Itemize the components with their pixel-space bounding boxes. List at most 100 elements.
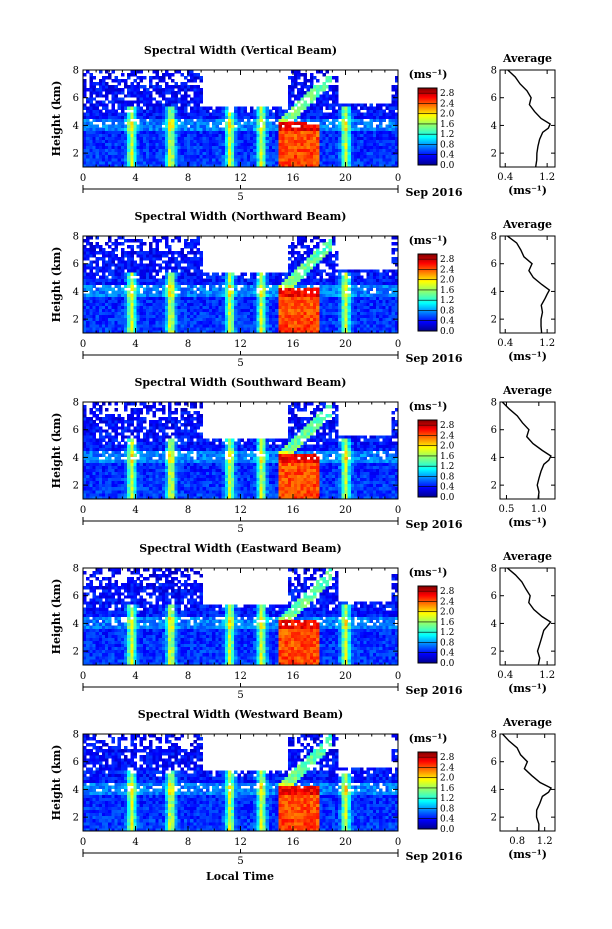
heatmap-cell (237, 320, 241, 325)
heatmap-cell (287, 263, 292, 267)
heatmap-cell (268, 302, 273, 307)
average-profile-line (507, 69, 552, 168)
heatmap-cell (196, 266, 200, 270)
heatmap-cell (196, 151, 200, 156)
heatmap-cell (152, 148, 156, 153)
heatmap-cell (101, 85, 106, 89)
heatmap-cell (193, 284, 197, 288)
heatmap-cell (265, 329, 270, 334)
heatmap-cell (319, 275, 323, 279)
heatmap-cell (335, 296, 339, 301)
heatmap-cell (256, 151, 260, 156)
heatmap-cell (136, 311, 141, 316)
heatmap-cell (281, 296, 285, 301)
heatmap-cell (117, 320, 122, 325)
heatmap-cell (303, 314, 307, 319)
heatmap-cell (180, 260, 185, 264)
heatmap-cell (353, 151, 358, 156)
heatmap-cell (171, 148, 175, 153)
heatmap-cell (105, 124, 109, 128)
heatmap-cell (164, 302, 169, 307)
heatmap-cell (331, 326, 336, 331)
heatmap-cell (89, 157, 93, 162)
heatmap-cell (108, 293, 112, 297)
heatmap-cell (379, 151, 383, 156)
heatmap-cell (158, 112, 163, 116)
heatmap-cell (272, 302, 276, 307)
heatmap-cell (360, 275, 364, 279)
heatmap-cell (294, 326, 298, 331)
heatmap-cell (202, 154, 207, 159)
heatmap-cell (249, 284, 254, 288)
heatmap-cell (149, 245, 153, 249)
heatmap-cell (394, 314, 399, 319)
heatmap-cell (259, 296, 263, 301)
heatmap-cell (309, 94, 314, 98)
heatmap-cell (111, 278, 115, 282)
heatmap-cell (372, 118, 377, 122)
heatmap-cell (322, 320, 326, 325)
heatmap-cell (303, 94, 307, 98)
heatmap-cell (111, 320, 115, 325)
heatmap-cell (190, 127, 194, 131)
heatmap-cell (117, 112, 122, 116)
heatmap-cell (142, 121, 147, 125)
heatmap-cell (328, 242, 333, 246)
heatmap-cell (111, 329, 115, 334)
heatmap-cell (98, 136, 103, 141)
heatmap-cell (316, 311, 320, 316)
heatmap-cell (357, 275, 361, 279)
heatmap-cell (382, 323, 386, 328)
heatmap-cell (300, 115, 304, 119)
heatmap-cell (155, 112, 159, 116)
heatmap-cell (278, 106, 282, 110)
heatmap-cell (83, 115, 87, 119)
heatmap-cell (325, 296, 330, 301)
heatmap-cell (278, 326, 282, 331)
heatmap-cell (196, 329, 200, 334)
heatmap-cell (249, 109, 254, 113)
heatmap-cell (369, 269, 374, 273)
heatmap-cell (328, 254, 333, 258)
heatmap-cell (149, 314, 153, 319)
heatmap-cell (89, 100, 93, 104)
heatmap-cell (297, 242, 301, 246)
heatmap-cell (196, 133, 200, 138)
heatmap-cell (249, 305, 254, 310)
heatmap-cell (388, 287, 393, 291)
heatmap-cell (249, 112, 254, 116)
heatmap-cell (86, 112, 90, 116)
heatmap-cell (391, 305, 396, 310)
heatmap-cell (83, 124, 87, 128)
heatmap-cell (300, 127, 304, 131)
heatmap-cell (319, 94, 323, 98)
heatmap-cell (256, 281, 260, 285)
heatmap-cell (341, 136, 345, 141)
heatmap-cell (224, 296, 229, 301)
heatmap-cell (83, 136, 87, 141)
heatmap-cell (341, 293, 345, 297)
heatmap-cell (394, 326, 399, 331)
heatmap-cell (372, 115, 377, 119)
heatmap-cell (89, 284, 93, 288)
heatmap-cell (158, 157, 163, 162)
heatmap-cell (331, 296, 336, 301)
heatmap-cell (92, 308, 96, 313)
heatmap-cell (388, 278, 393, 282)
heatmap-cell (234, 127, 238, 131)
heatmap-cell (186, 121, 191, 125)
heatmap-cell (146, 121, 150, 125)
heatmap-cell (372, 139, 377, 144)
heatmap-cell (142, 151, 147, 156)
heatmap-cell (177, 88, 181, 92)
heatmap-cell (190, 266, 194, 270)
heatmap-cell (174, 257, 178, 261)
heatmap-cell (297, 97, 301, 101)
heatmap-cell (375, 299, 380, 304)
heatmap-cell (136, 281, 141, 285)
heatmap-cell (246, 287, 251, 291)
heatmap-cell (212, 133, 216, 138)
heatmap-cell (391, 320, 396, 325)
heatmap-cell (360, 290, 364, 294)
heatmap-cell (186, 311, 191, 316)
